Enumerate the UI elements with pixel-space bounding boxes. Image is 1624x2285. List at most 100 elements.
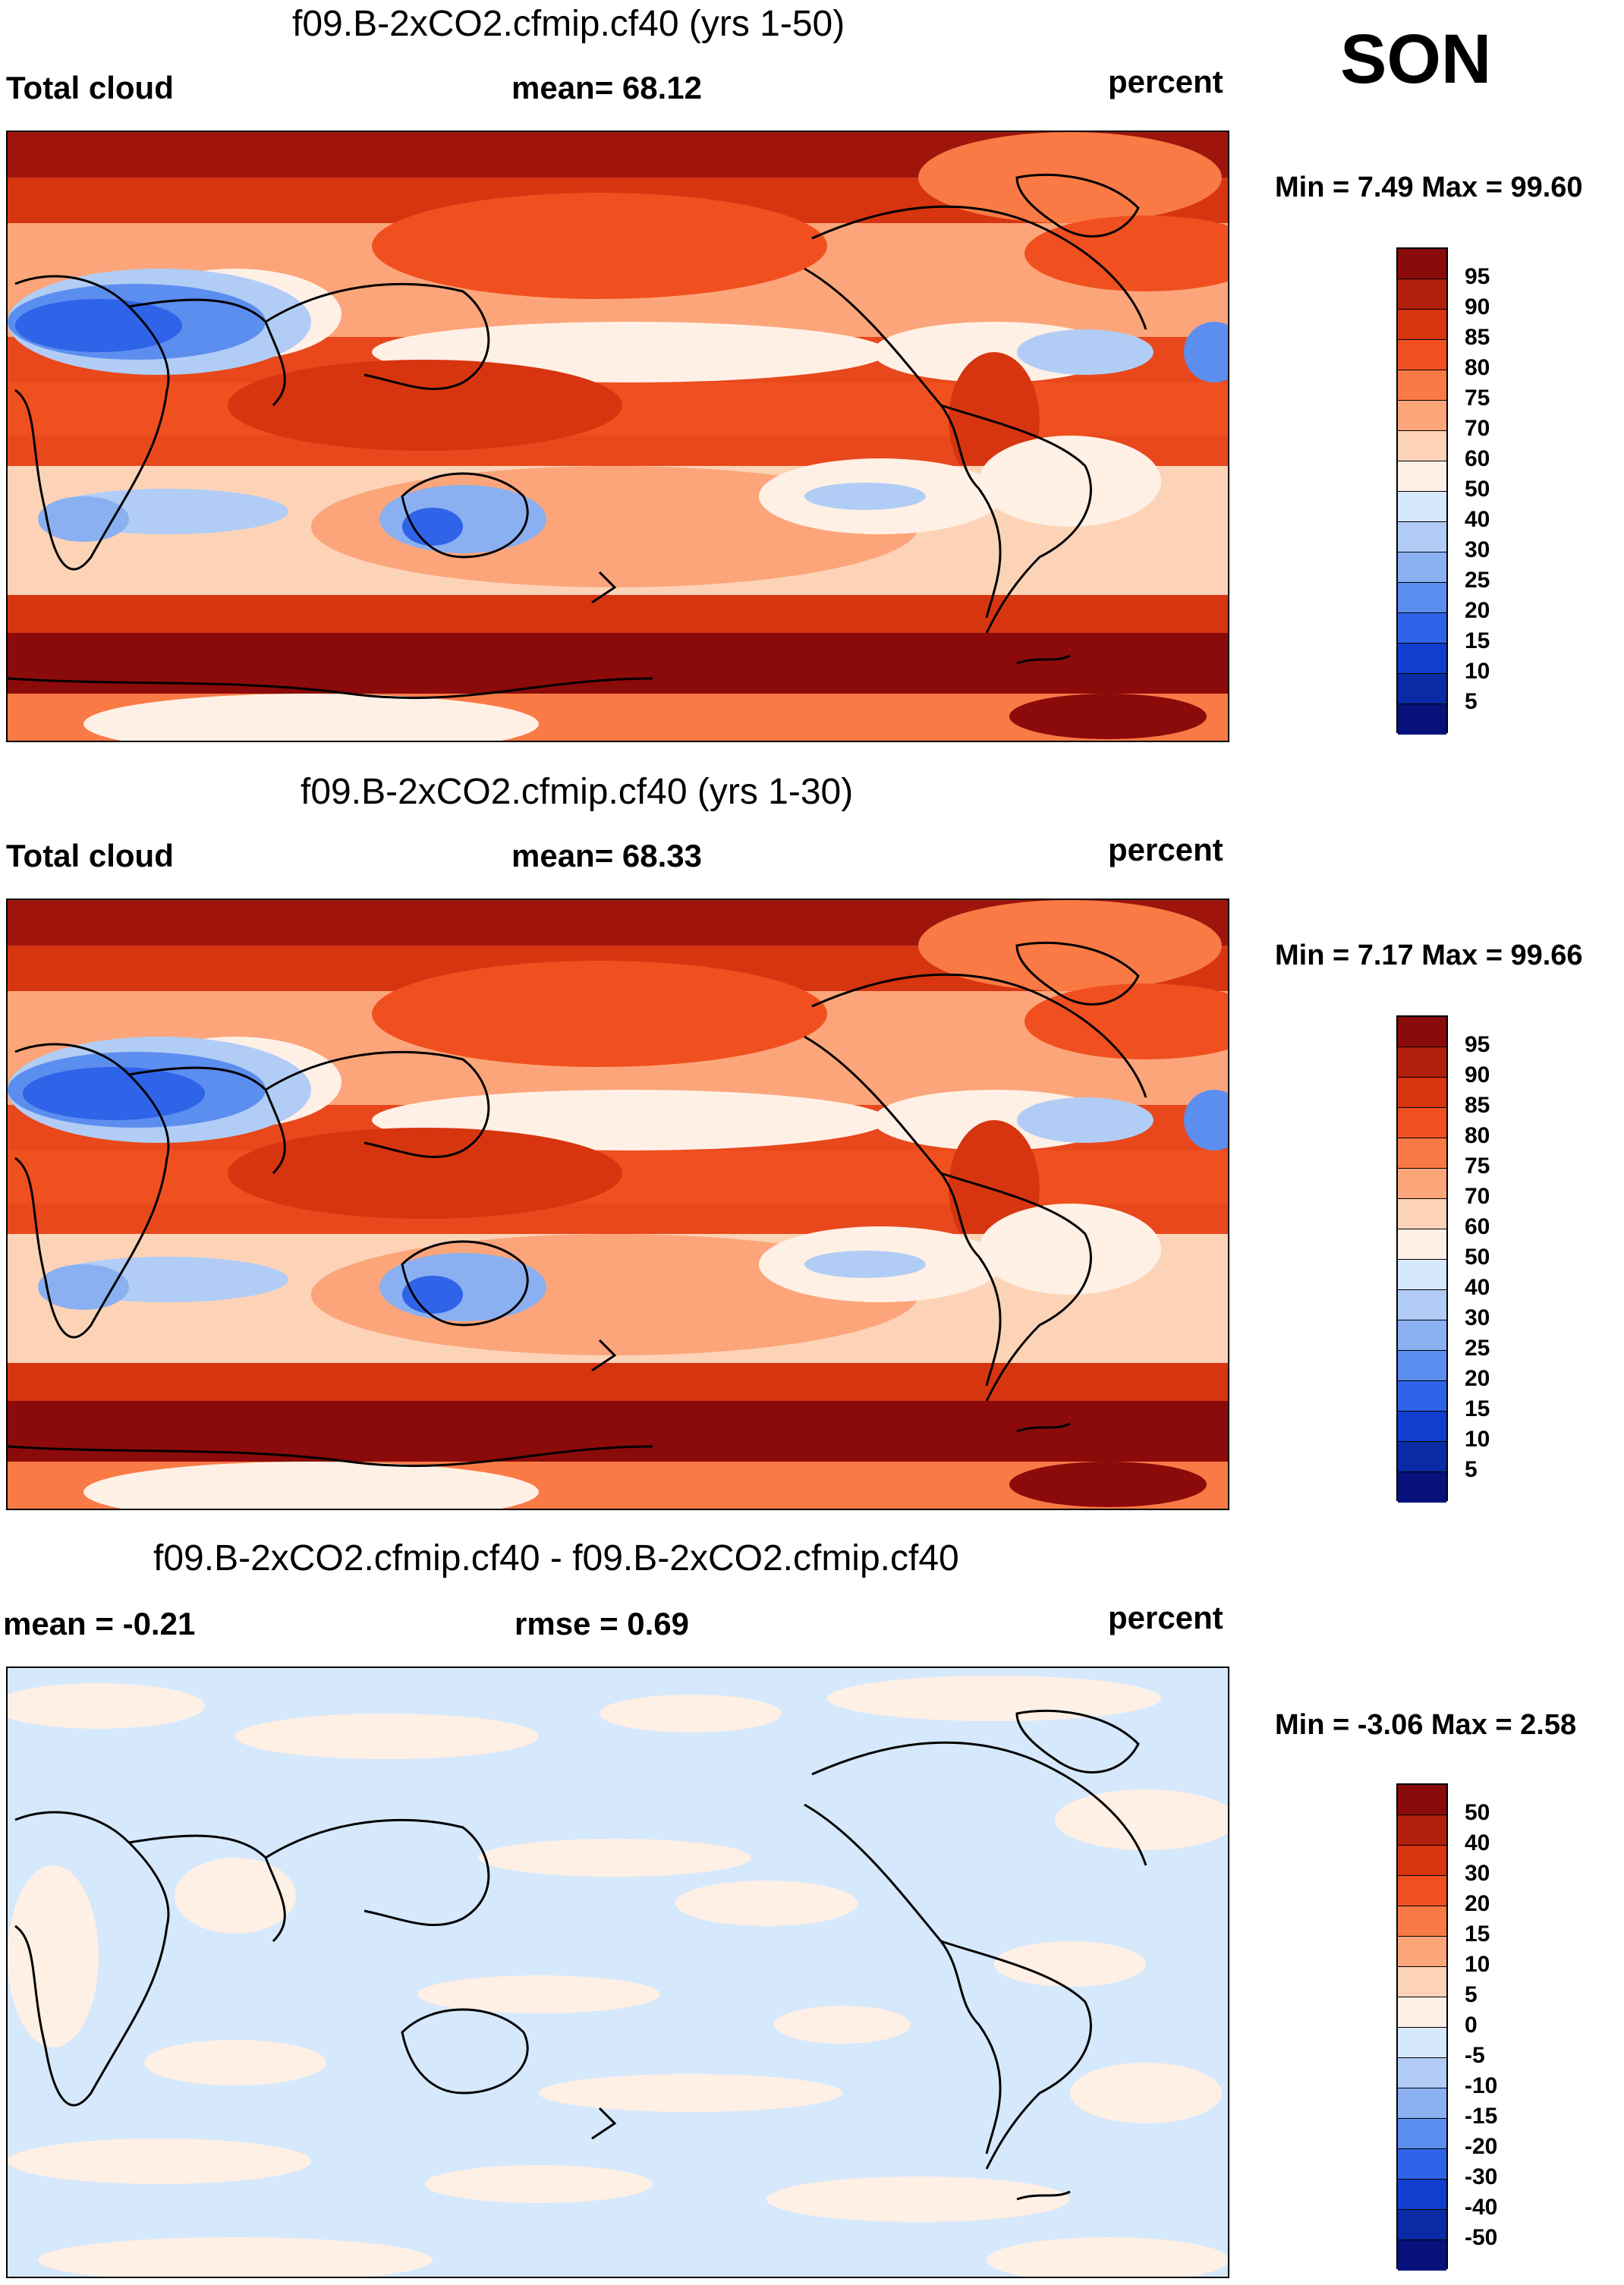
panel1-colorbar	[1396, 247, 1448, 735]
colorbar-tick-label: 50	[1465, 1245, 1490, 1270]
colorbar-tick-label: 75	[1465, 1154, 1490, 1179]
colorbar-swatch	[1398, 1169, 1446, 1199]
colorbar-tick-label: 10	[1465, 1952, 1490, 1977]
colorbar-swatch	[1398, 1351, 1446, 1381]
colorbar-tick-label: 60	[1465, 1214, 1490, 1239]
colorbar-tick-label: 50	[1465, 1800, 1490, 1825]
colorbar-swatch	[1398, 1078, 1446, 1108]
panel1-title: f09.B-2xCO2.cfmip.cf40 (yrs 1-50)	[292, 4, 845, 44]
colorbar-tick-label: 85	[1465, 1093, 1490, 1118]
panel1-mean: mean= 68.12	[511, 70, 703, 105]
colorbar-tick-label: 20	[1465, 1891, 1490, 1916]
panel3-colorbar	[1396, 1783, 1448, 2271]
colorbar-swatch	[1398, 674, 1446, 704]
colorbar-tick-label: 70	[1465, 416, 1490, 441]
colorbar-swatch	[1398, 1047, 1446, 1078]
colorbar-tick-label: 5	[1465, 1457, 1478, 1482]
panel2-title: f09.B-2xCO2.cfmip.cf40 (yrs 1-30)	[301, 772, 854, 812]
colorbar-swatch	[1398, 2180, 1446, 2210]
colorbar-tick-label: 0	[1465, 2013, 1478, 2038]
colorbar-tick-label: 15	[1465, 1921, 1490, 1947]
colorbar-swatch	[1398, 583, 1446, 613]
colorbar-swatch	[1398, 1967, 1446, 1997]
colorbar-swatch	[1398, 340, 1446, 370]
colorbar-swatch	[1398, 1815, 1446, 1846]
panel3-mean: mean = -0.21	[3, 1606, 196, 1641]
colorbar-tick-label: 15	[1465, 1396, 1490, 1421]
colorbar-swatch	[1398, 1138, 1446, 1169]
colorbar-tick-label: 90	[1465, 294, 1490, 319]
panel2-minmax: Min = 7.17 Max = 99.66	[1275, 939, 1583, 971]
panel1-field-label: Total cloud	[6, 70, 174, 105]
colorbar-swatch	[1398, 552, 1446, 583]
panel2-units: percent	[1108, 832, 1223, 867]
colorbar-tick-label: -10	[1465, 2073, 1498, 2098]
colorbar-swatch	[1398, 1906, 1446, 1937]
colorbar-tick-label: 50	[1465, 477, 1490, 502]
colorbar-swatch	[1398, 249, 1446, 279]
colorbar-tick-label: -50	[1465, 2225, 1498, 2250]
colorbar-swatch	[1398, 461, 1446, 492]
colorbar-tick-label: 40	[1465, 507, 1490, 532]
colorbar-tick-label: -5	[1465, 2043, 1485, 2068]
colorbar-swatch	[1398, 1290, 1446, 1320]
colorbar-tick-label: 20	[1465, 1366, 1490, 1391]
colorbar-tick-label: 40	[1465, 1275, 1490, 1300]
colorbar-tick-label: -30	[1465, 2164, 1498, 2189]
colorbar-swatch	[1398, 522, 1446, 552]
colorbar-tick-label: 60	[1465, 446, 1490, 471]
colorbar-tick-label: -15	[1465, 2104, 1498, 2129]
panel1-map	[6, 131, 1229, 742]
panel2-colorbar	[1396, 1015, 1448, 1503]
panel2-field-label: Total cloud	[6, 838, 174, 873]
colorbar-tick-label: 85	[1465, 325, 1490, 350]
colorbar-tick-label: -20	[1465, 2134, 1498, 2159]
colorbar-swatch	[1398, 1442, 1446, 1472]
colorbar-tick-label: 90	[1465, 1062, 1490, 1087]
colorbar-swatch	[1398, 1472, 1446, 1503]
colorbar-swatch	[1398, 2028, 1446, 2058]
colorbar-tick-label: -40	[1465, 2195, 1498, 2220]
colorbar-swatch	[1398, 310, 1446, 340]
colorbar-swatch	[1398, 2210, 1446, 2240]
panel3-units: percent	[1108, 1600, 1223, 1635]
colorbar-tick-label: 40	[1465, 1830, 1490, 1855]
panel1-units: percent	[1108, 64, 1223, 99]
colorbar-swatch	[1398, 613, 1446, 644]
colorbar-swatch	[1398, 279, 1446, 310]
colorbar-tick-label: 15	[1465, 628, 1490, 653]
colorbar-tick-label: 30	[1465, 1861, 1490, 1886]
colorbar-swatch	[1398, 1320, 1446, 1351]
colorbar-swatch	[1398, 1997, 1446, 2028]
colorbar-swatch	[1398, 370, 1446, 401]
season-label: SON	[1340, 20, 1492, 98]
colorbar-tick-label: 25	[1465, 1336, 1490, 1361]
colorbar-swatch	[1398, 704, 1446, 735]
colorbar-swatch	[1398, 1785, 1446, 1815]
colorbar-swatch	[1398, 2149, 1446, 2180]
colorbar-swatch	[1398, 492, 1446, 522]
panel3-map	[6, 1667, 1229, 2278]
colorbar-swatch	[1398, 644, 1446, 674]
colorbar-tick-label: 80	[1465, 1123, 1490, 1148]
colorbar-swatch	[1398, 2240, 1446, 2271]
colorbar-swatch	[1398, 2058, 1446, 2088]
colorbar-tick-label: 80	[1465, 355, 1490, 380]
colorbar-swatch	[1398, 1937, 1446, 1967]
colorbar-tick-label: 5	[1465, 689, 1478, 714]
panel3-minmax: Min = -3.06 Max = 2.58	[1275, 1709, 1577, 1741]
colorbar-tick-label: 95	[1465, 1032, 1490, 1057]
colorbar-swatch	[1398, 401, 1446, 431]
colorbar-swatch	[1398, 1412, 1446, 1442]
panel1-minmax: Min = 7.49 Max = 99.60	[1275, 172, 1583, 203]
colorbar-tick-label: 30	[1465, 537, 1490, 562]
colorbar-swatch	[1398, 1876, 1446, 1906]
colorbar-tick-label: 10	[1465, 659, 1490, 684]
colorbar-tick-label: 70	[1465, 1184, 1490, 1209]
colorbar-swatch	[1398, 1199, 1446, 1229]
panel2-mean: mean= 68.33	[511, 838, 703, 873]
colorbar-swatch	[1398, 2088, 1446, 2119]
colorbar-tick-label: 5	[1465, 1982, 1478, 2007]
colorbar-swatch	[1398, 1260, 1446, 1290]
colorbar-swatch	[1398, 1846, 1446, 1876]
